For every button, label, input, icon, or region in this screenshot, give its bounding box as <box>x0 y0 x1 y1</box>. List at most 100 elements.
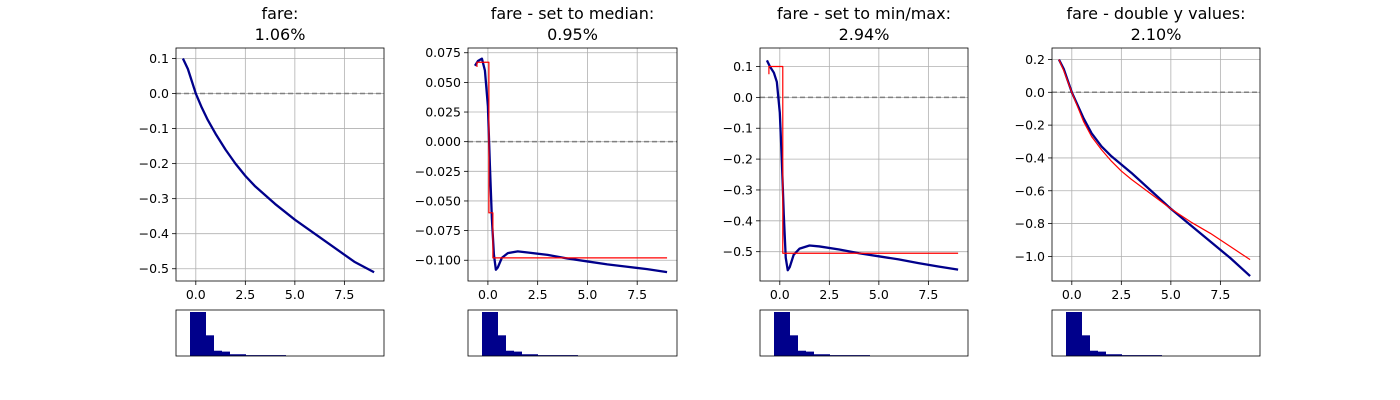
hist-bar <box>506 350 514 356</box>
hist-bar <box>1122 355 1130 356</box>
chart-subtitle: 0.95% <box>547 25 598 44</box>
chart-title: fare: <box>262 4 299 23</box>
hist-bar <box>190 312 198 356</box>
y-tick-label: −1.0 <box>1015 249 1045 264</box>
hist-bar <box>838 355 846 356</box>
y-tick-label: −0.3 <box>723 182 753 197</box>
hist-bar <box>230 354 238 356</box>
hist-bar <box>774 312 782 356</box>
hist-bar <box>854 355 862 356</box>
y-tick-label: −0.075 <box>415 223 461 238</box>
chart-subtitle: 2.94% <box>839 25 890 44</box>
hist-bar <box>1090 350 1098 356</box>
hist-bar <box>1098 351 1106 356</box>
hist-bar <box>254 355 262 356</box>
hist-bar <box>246 355 254 356</box>
fitted-line <box>1058 59 1251 261</box>
x-tick-label: 0.0 <box>770 287 790 302</box>
hist-bar <box>490 312 498 356</box>
x-tick-label: 0.0 <box>478 287 498 302</box>
y-tick-label: 0.050 <box>425 75 461 90</box>
y-tick-label: 0.000 <box>425 134 461 149</box>
x-tick-label: 5.0 <box>577 287 597 302</box>
y-tick-label: −0.2 <box>1015 118 1045 133</box>
hist-bar <box>782 312 790 356</box>
y-tick-label: −0.2 <box>723 152 753 167</box>
hist-bar <box>1114 354 1122 356</box>
y-tick-label: −0.025 <box>415 164 461 179</box>
subplot-4: fare - double y values: 2.10% 0.0 2.5 5.0 7.5… <box>1015 4 1261 357</box>
hist-bar <box>1066 312 1074 356</box>
hist-bar <box>1082 335 1090 356</box>
hist-bar <box>1154 355 1162 356</box>
y-tick-label: −0.1 <box>723 121 753 136</box>
y-tick-label: 0.0 <box>149 86 169 101</box>
hist-bar <box>554 355 562 356</box>
chart-title: fare - set to min/max: <box>777 4 951 23</box>
y-tick-label: −0.4 <box>139 226 169 241</box>
hist-bar <box>538 355 546 356</box>
hist-bar <box>530 354 538 356</box>
hist-bar <box>278 355 286 356</box>
y-tick-label: 0.1 <box>733 59 753 74</box>
chart-subtitle: 1.06% <box>255 25 306 44</box>
x-tick-label: 7.5 <box>334 287 354 302</box>
chart-title: fare - double y values: <box>1066 4 1245 23</box>
x-tick-label: 5.0 <box>285 287 305 302</box>
y-tick-label: 0.025 <box>425 105 461 120</box>
main-effect-line <box>473 57 668 274</box>
histogram-frame <box>759 309 969 357</box>
hist-bar <box>206 335 214 356</box>
hist-bar <box>262 355 270 356</box>
y-tick-label: 0.0 <box>1025 85 1045 100</box>
plot-frame <box>467 47 678 282</box>
x-tick-label: 2.5 <box>528 287 548 302</box>
hist-bar <box>846 355 854 356</box>
hist-bar <box>790 335 798 356</box>
hist-bar <box>862 355 870 356</box>
hist-bar <box>546 355 554 356</box>
y-tick-label: −0.1 <box>139 121 169 136</box>
hist-bar <box>238 354 246 356</box>
y-tick-label: −0.2 <box>139 156 169 171</box>
hist-bar <box>482 312 490 356</box>
hist-bar <box>570 355 578 356</box>
y-tick-label: −0.6 <box>1015 183 1045 198</box>
x-tick-label: 7.5 <box>918 287 938 302</box>
hist-bar <box>198 312 206 356</box>
plot-frame <box>1051 47 1261 282</box>
hist-bar <box>1138 355 1146 356</box>
hist-bar <box>1074 312 1082 356</box>
hist-bar <box>562 355 570 356</box>
y-tick-label: 0.2 <box>1025 52 1045 67</box>
x-tick-label: 0.0 <box>186 287 206 302</box>
hist-bar <box>1146 355 1154 356</box>
hist-bar <box>822 354 830 356</box>
y-tick-label: −0.4 <box>1015 150 1045 165</box>
y-tick-label: −0.4 <box>723 213 753 228</box>
histogram-frame <box>1051 309 1261 357</box>
main-effect-line <box>765 59 959 272</box>
x-tick-label: 2.5 <box>1111 287 1131 302</box>
hist-bar <box>514 351 522 356</box>
hist-bar <box>522 354 530 356</box>
histogram-frame <box>467 309 678 357</box>
hist-bar <box>806 351 814 356</box>
hist-bar <box>798 350 806 356</box>
x-tick-label: 0.0 <box>1062 287 1082 302</box>
y-tick-label: −0.5 <box>723 244 753 259</box>
subplot-2: fare - set to median: 0.95% 0.0 2.5 5.0 7.5 0.… <box>415 4 678 357</box>
hist-bar <box>1130 355 1138 356</box>
plot-frame <box>175 47 385 282</box>
y-tick-label: −0.050 <box>415 193 461 208</box>
x-tick-label: 7.5 <box>1210 287 1230 302</box>
chart-title: fare - set to median: <box>491 4 655 23</box>
main-effect-line <box>181 58 375 274</box>
y-tick-label: −0.3 <box>139 191 169 206</box>
hist-bar <box>830 355 838 356</box>
hist-bar <box>214 350 222 356</box>
fitted-line <box>476 61 668 259</box>
x-tick-label: 5.0 <box>1161 287 1181 302</box>
y-tick-label: −0.5 <box>139 261 169 276</box>
